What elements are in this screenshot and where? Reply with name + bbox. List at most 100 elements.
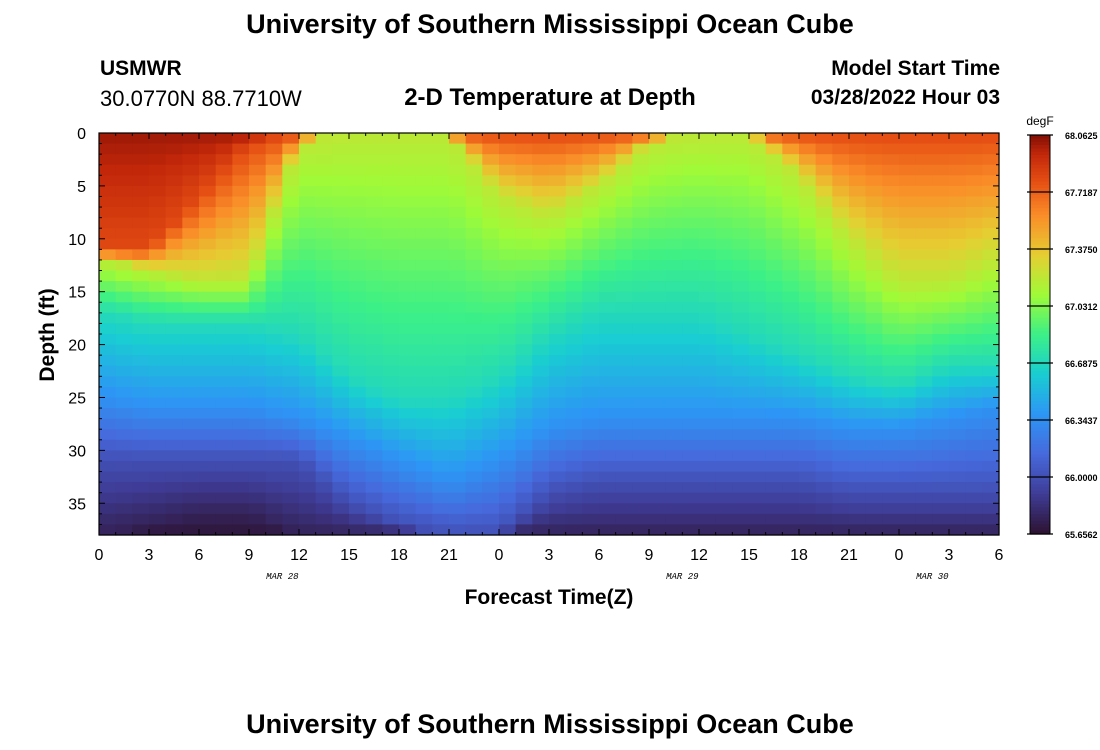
- heatmap-cell: [515, 217, 533, 229]
- heatmap-cell: [849, 471, 867, 483]
- heatmap-cell: [549, 185, 567, 198]
- heatmap-cell: [549, 460, 567, 473]
- heatmap-cell: [499, 397, 517, 409]
- heatmap-cell: [749, 133, 767, 145]
- heatmap-cell: [882, 238, 900, 250]
- heatmap-cell: [365, 154, 383, 166]
- heatmap-cell: [99, 154, 117, 166]
- heatmap-cell: [99, 259, 117, 272]
- heatmap-cell: [299, 482, 317, 494]
- heatmap-cell: [715, 386, 733, 399]
- heatmap-cell: [349, 386, 367, 399]
- heatmap-cell: [765, 397, 783, 409]
- heatmap-cell: [149, 259, 167, 272]
- heatmap-cell: [332, 238, 350, 250]
- heatmap-cell: [315, 513, 333, 526]
- colorbar-segment: [1030, 141, 1050, 146]
- heatmap-cell: [365, 291, 383, 303]
- heatmap-cell: [749, 175, 767, 187]
- heatmap-cell: [849, 429, 867, 441]
- heatmap-cell: [582, 376, 600, 388]
- heatmap-cell: [649, 249, 667, 261]
- heatmap-cell: [232, 249, 250, 261]
- heatmap-cell: [682, 397, 700, 409]
- heatmap-cell: [732, 302, 750, 314]
- heatmap-cell: [515, 482, 533, 494]
- heatmap-cell: [932, 376, 950, 388]
- heatmap-cell: [482, 418, 500, 430]
- heatmap-cell: [215, 513, 233, 526]
- heatmap-cell: [782, 249, 800, 261]
- heatmap-cell: [249, 143, 267, 155]
- heatmap-cell: [582, 238, 600, 250]
- heatmap-cell: [415, 323, 433, 335]
- heatmap-cell: [282, 259, 300, 272]
- heatmap-cell: [482, 513, 500, 526]
- heatmap-cell: [815, 513, 833, 526]
- heatmap-cell: [982, 450, 1000, 462]
- heatmap-cell: [282, 386, 300, 399]
- heatmap-cell: [865, 397, 883, 409]
- heatmap-cell: [532, 344, 550, 356]
- heatmap-cell: [199, 312, 217, 325]
- heatmap-cell: [765, 228, 783, 240]
- x-tick-label: 3: [145, 547, 154, 564]
- heatmap-cell: [349, 471, 367, 483]
- heatmap-cell: [982, 249, 1000, 261]
- heatmap-cell: [899, 524, 917, 536]
- heatmap-cell: [932, 291, 950, 303]
- colorbar-segment: [1030, 331, 1050, 336]
- heatmap-cell: [665, 281, 683, 293]
- heatmap-cell: [899, 492, 917, 504]
- heatmap-cell: [632, 249, 650, 261]
- heatmap-cell: [632, 323, 650, 335]
- heatmap-cell: [982, 482, 1000, 494]
- heatmap-cell: [832, 471, 850, 483]
- heatmap-cell: [415, 154, 433, 166]
- colorbar-segment: [1030, 480, 1050, 485]
- heatmap-cell: [549, 397, 567, 409]
- heatmap-cell: [649, 397, 667, 409]
- heatmap-cell: [932, 228, 950, 240]
- heatmap-cell: [215, 344, 233, 356]
- heatmap-cell: [232, 196, 250, 208]
- heatmap-cell: [682, 175, 700, 187]
- heatmap-cell: [515, 418, 533, 430]
- heatmap-cell: [565, 175, 583, 187]
- colorbar-segment: [1030, 447, 1050, 452]
- heatmap-cell: [449, 503, 467, 515]
- heatmap-cell: [382, 524, 400, 536]
- heatmap-cell: [199, 418, 217, 430]
- heatmap-cell: [215, 312, 233, 325]
- heatmap-cell: [132, 259, 150, 272]
- heatmap-cell: [732, 270, 750, 282]
- heatmap-cell: [782, 281, 800, 293]
- heatmap-cell: [849, 281, 867, 293]
- colorbar-segment: [1030, 238, 1050, 242]
- heatmap-cell: [315, 133, 333, 145]
- heatmap-cell: [832, 312, 850, 325]
- heatmap-cell: [349, 302, 367, 314]
- x-tick-label: 6: [995, 547, 1004, 564]
- heatmap-cell: [982, 281, 1000, 293]
- heatmap-cell: [365, 397, 383, 409]
- heatmap-cell: [199, 513, 217, 526]
- heatmap-cell: [715, 408, 733, 420]
- heatmap-cell: [182, 482, 200, 494]
- heatmap-cell: [315, 334, 333, 346]
- heatmap-cell: [882, 323, 900, 335]
- heatmap-cell: [299, 334, 317, 346]
- heatmap-cell: [332, 281, 350, 293]
- colorbar-segment: [1030, 261, 1050, 266]
- heatmap-cell: [149, 482, 167, 494]
- heatmap-cell: [432, 164, 450, 176]
- heatmap-cell: [249, 365, 267, 377]
- heatmap-cell: [765, 513, 783, 526]
- heatmap-cell: [932, 143, 950, 155]
- heatmap-cell: [282, 418, 300, 430]
- heatmap-cell: [599, 228, 617, 240]
- heatmap-cell: [549, 471, 567, 483]
- heatmap-cell: [249, 429, 267, 441]
- heatmap-cell: [149, 291, 167, 303]
- heatmap-cell: [815, 524, 833, 536]
